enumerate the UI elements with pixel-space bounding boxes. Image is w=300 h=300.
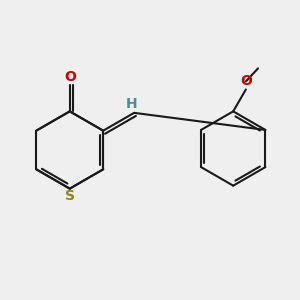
Text: H: H xyxy=(125,97,137,111)
Text: S: S xyxy=(65,189,75,203)
Text: O: O xyxy=(240,74,252,88)
Text: O: O xyxy=(64,70,76,84)
